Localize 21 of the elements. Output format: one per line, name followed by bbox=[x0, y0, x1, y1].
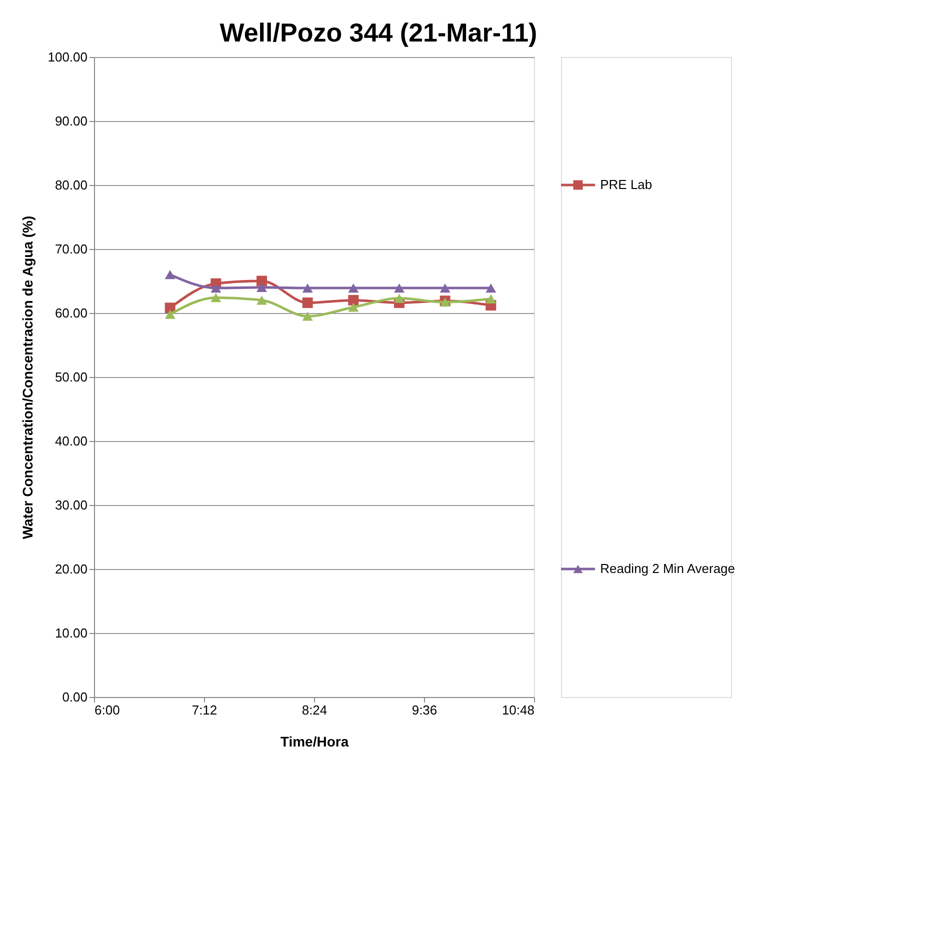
y-tick-label: 100.00 bbox=[48, 50, 88, 64]
legend-label: Reading 2 Min Average bbox=[600, 561, 736, 576]
x-tick-label: 8:24 bbox=[302, 702, 328, 718]
y-tick-label: 60.00 bbox=[54, 306, 88, 320]
y-tick-label: 70.00 bbox=[54, 242, 88, 256]
x-axis-title: Time/Hora bbox=[280, 734, 349, 750]
y-tick-label: 30.00 bbox=[54, 498, 88, 512]
chart-title: Well/Pozo 344 (21-Mar-11) bbox=[220, 18, 538, 48]
y-tick-label: 20.00 bbox=[54, 562, 88, 576]
x-tick-label: 10:48 bbox=[502, 702, 534, 718]
y-tick-label: 10.00 bbox=[54, 626, 88, 640]
y-tick-label: 80.00 bbox=[54, 178, 88, 192]
x-tick-label: 7:12 bbox=[192, 702, 218, 718]
y-tick-label: 90.00 bbox=[54, 114, 88, 128]
y-tick-label: 50.00 bbox=[54, 370, 88, 384]
y-tick-label: 0.00 bbox=[62, 690, 88, 704]
legend-label: PRE Lab bbox=[600, 177, 652, 192]
y-tick-label: 40.00 bbox=[54, 434, 88, 448]
x-tick-label: 6:00 bbox=[94, 702, 120, 718]
y-axis-title: Water Concentration/Concentracion de Agua (%) bbox=[20, 216, 36, 540]
x-tick-label: 9:36 bbox=[412, 702, 438, 718]
